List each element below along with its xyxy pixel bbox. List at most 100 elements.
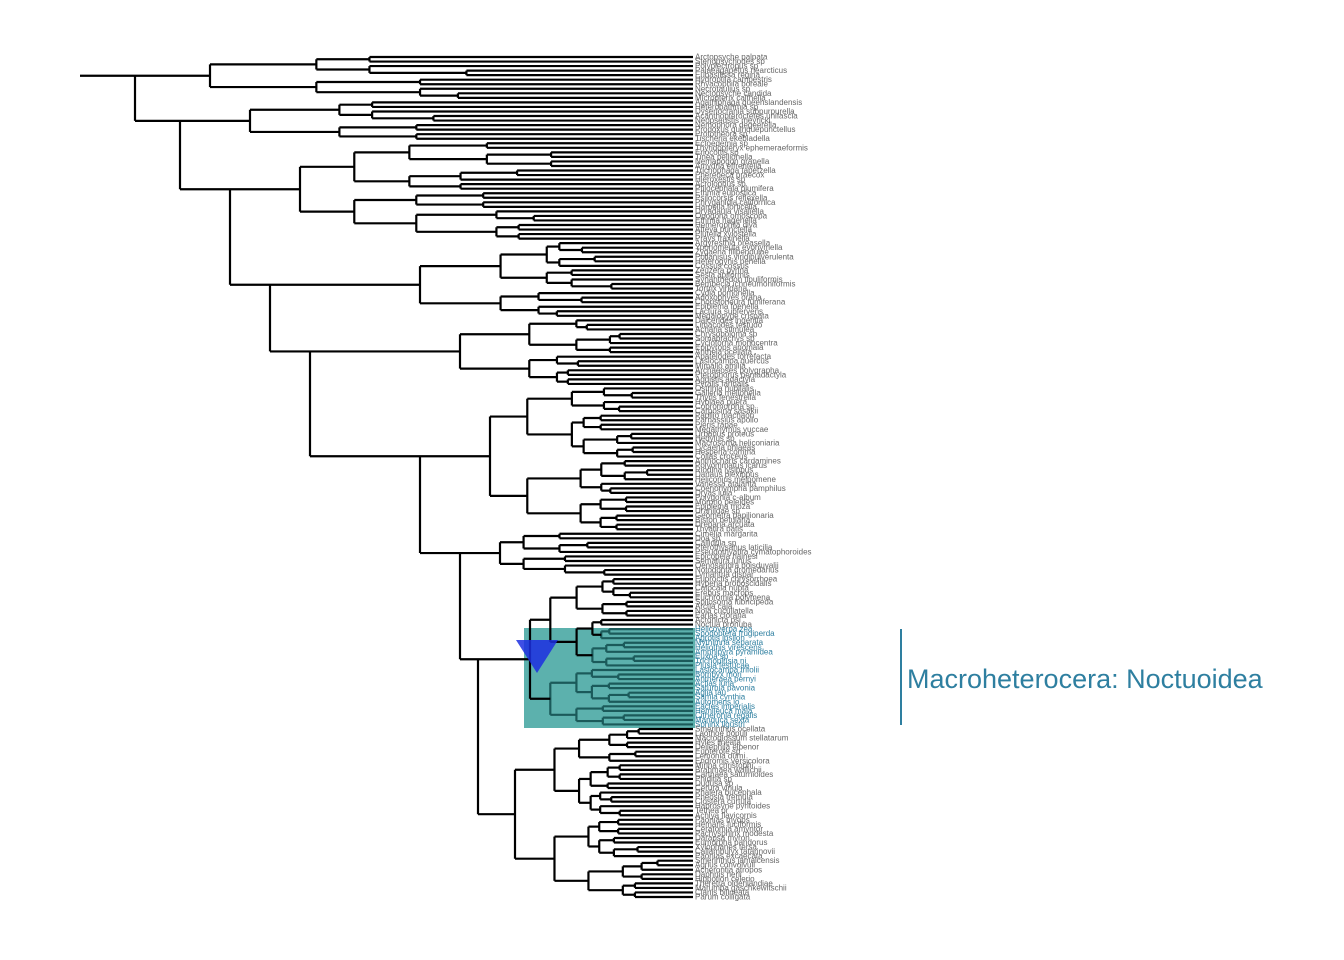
- tip-label: Euxoa sp: [695, 652, 729, 661]
- tip-label: Deilephila elpenor: [695, 743, 759, 752]
- tip-label: Dryas iulia: [695, 488, 733, 497]
- tip-label: Doa sp: [695, 534, 721, 543]
- tip-label: Laothoe populi: [695, 729, 748, 738]
- tip-label: Earias clorana: [695, 611, 747, 620]
- tip-label: Uraniidae sp: [695, 507, 740, 516]
- collapsed-clade-marker: [516, 640, 558, 673]
- tip-label: Mirina christophi: [695, 761, 753, 770]
- tip-label: Ethmia hagenella: [695, 216, 757, 225]
- tip-label: Spilosoma lubricipeda: [695, 597, 774, 606]
- tip-label: Morpho peleides: [695, 497, 754, 506]
- tip-label: Eumorpha pandorus: [695, 838, 768, 847]
- tip-label: Dyseriocrania subpurpurella: [695, 107, 795, 116]
- tip-label: Actias luna: [695, 679, 735, 688]
- tip-label: Prays fraxinella: [695, 234, 750, 243]
- tip-label: Heterogynis penella: [695, 257, 766, 266]
- tip-label: Tinea pellionella: [695, 152, 753, 161]
- tip-label: Hemaris fuciformis: [695, 820, 761, 829]
- tip-label: Lactura subfervens: [695, 307, 763, 316]
- tip-label: Lycaena phlaeas: [695, 443, 755, 452]
- tip-label: Anthela ocellata: [695, 348, 752, 357]
- tip-label: Lasiocampa quercus: [695, 357, 769, 366]
- tip-label: Erebus macrops: [695, 588, 753, 597]
- tip-label: Arctopsyche palpata: [695, 53, 768, 62]
- tip-label: Bombyx mori: [695, 670, 742, 679]
- tip-label: Vanessa atalanta: [695, 479, 757, 488]
- tip-label: Ectoedemia sp: [695, 139, 748, 148]
- tip-label: Coenonympha pamphilus: [695, 484, 786, 493]
- tip-label: Sesia apiformis: [695, 270, 750, 279]
- tip-label: Agrius convolvuli: [695, 861, 755, 870]
- tip-label: Limacodes testudo: [695, 320, 763, 329]
- tip-label: Acherontia atropos: [695, 865, 762, 874]
- tip-label: Papilio machaon: [695, 411, 754, 420]
- tip-label: Yponomeuta evonymella: [695, 243, 783, 252]
- tip-label: Heliconius melpomene: [695, 475, 776, 484]
- tip-label: Agdistis adactyla: [695, 375, 756, 384]
- tip-label: Pseudothyatira cymatophoroides: [695, 547, 812, 556]
- tip-label: Carposina sasakii: [695, 407, 758, 416]
- tip-label: Neopseustis meyricki: [695, 116, 771, 125]
- tip-label: Ethmia eupostica: [695, 189, 757, 198]
- tip-label: Dudusa sp: [695, 779, 734, 788]
- tip-label: Harpella forficella: [695, 202, 757, 211]
- tip-label: Acharia stimulea: [695, 325, 755, 334]
- tip-label: Geometra papilionaria: [695, 511, 774, 520]
- tip-label: Somabrachys sp: [695, 334, 755, 343]
- tip-label: Oenosandra boisduvalii: [695, 561, 779, 570]
- tip-label: Trichoplusia ni: [695, 656, 747, 665]
- tip-label: Darapsa myron: [695, 833, 750, 842]
- tip-label: Plutella xylostella: [695, 230, 757, 239]
- tip-label: Antheraea pernyi: [695, 675, 756, 684]
- tip-label: Macroglossum stellatarum: [695, 734, 789, 743]
- tip-label: Hyblaea puera: [695, 398, 748, 407]
- tip-label: Xylophanes tersa: [695, 843, 757, 852]
- tip-label: Nemapogon granella: [695, 157, 770, 166]
- tip-label: Phryganidia californica: [695, 198, 776, 207]
- tip-label: Polyommatus icarus: [695, 461, 767, 470]
- tip-label: Tortrix viridana: [695, 284, 748, 293]
- tip-label: Choristoneura fumiferana: [695, 298, 786, 307]
- tip-label: Lymantria dispar: [695, 570, 754, 579]
- tip-label: Polyplectropus sp: [695, 62, 759, 71]
- tip-label: Synanthedon tipuliformis: [695, 275, 783, 284]
- tip-label: Nectopsyche candida: [695, 89, 772, 98]
- tip-label: Cimelia margarita: [695, 529, 758, 538]
- tip-label: Palaeagapetus nearcticus: [695, 66, 787, 75]
- tip-label: Hedylus sp: [695, 434, 735, 443]
- tip-label: Atteva punctella: [695, 225, 752, 234]
- tip-label: Prototheora sp: [695, 130, 748, 139]
- tip-label: Endromis versicolora: [695, 756, 770, 765]
- tip-label: Zeuzera pyrina: [695, 266, 749, 275]
- tip-label: Epiplema moza: [695, 502, 751, 511]
- tip-label: Adoxophyes orana: [695, 293, 762, 302]
- tip-label: Aglia tau: [695, 688, 726, 697]
- tip-label: Cossus cossus: [695, 261, 749, 270]
- tip-label: Callambulyx tatarinovii: [695, 847, 775, 856]
- tip-label: Amphipyra pyramidea: [695, 647, 773, 656]
- tip-label: Smerinthus jamaicensis: [695, 856, 779, 865]
- tip-label: Mythimna separata: [695, 638, 764, 647]
- tip-label: Epicopeia hainesi: [695, 552, 758, 561]
- tip-label: Hesperia comma: [695, 448, 756, 457]
- tip-label: Cydia pomonella: [695, 289, 755, 298]
- tip-label: Necrotaulius sp: [695, 84, 751, 93]
- tip-label: Manduca sexta: [695, 715, 750, 724]
- tip-label: Macrosoma heliconiaria: [695, 438, 780, 447]
- tip-label: Amydria effrentella: [695, 161, 762, 170]
- tip-label: Automeris io: [695, 697, 740, 706]
- tip-label: Pollanisus viridipulverulenta: [695, 252, 794, 261]
- tip-label: Acrolophus sp: [695, 180, 746, 189]
- tip-label: Eacles imperialis: [695, 702, 755, 711]
- tip-label: Sematura lunus: [695, 557, 751, 566]
- tip-label: Nemophora degeerella: [695, 121, 777, 130]
- tip-label: Phiditia sp: [695, 774, 732, 783]
- tip-label: Thyatira batis: [695, 525, 743, 534]
- tip-label: Citheronia regalis: [695, 711, 757, 720]
- tip-label: Prodoxus quinquepunctellus: [695, 125, 796, 134]
- tip-label: Dryadaula visaliella: [695, 207, 764, 216]
- tip-label: Ptilocephala plumifera: [695, 184, 774, 193]
- tip-label: Parnassius apollo: [695, 416, 759, 425]
- tip-label: Lasiocampa trifolii: [695, 665, 759, 674]
